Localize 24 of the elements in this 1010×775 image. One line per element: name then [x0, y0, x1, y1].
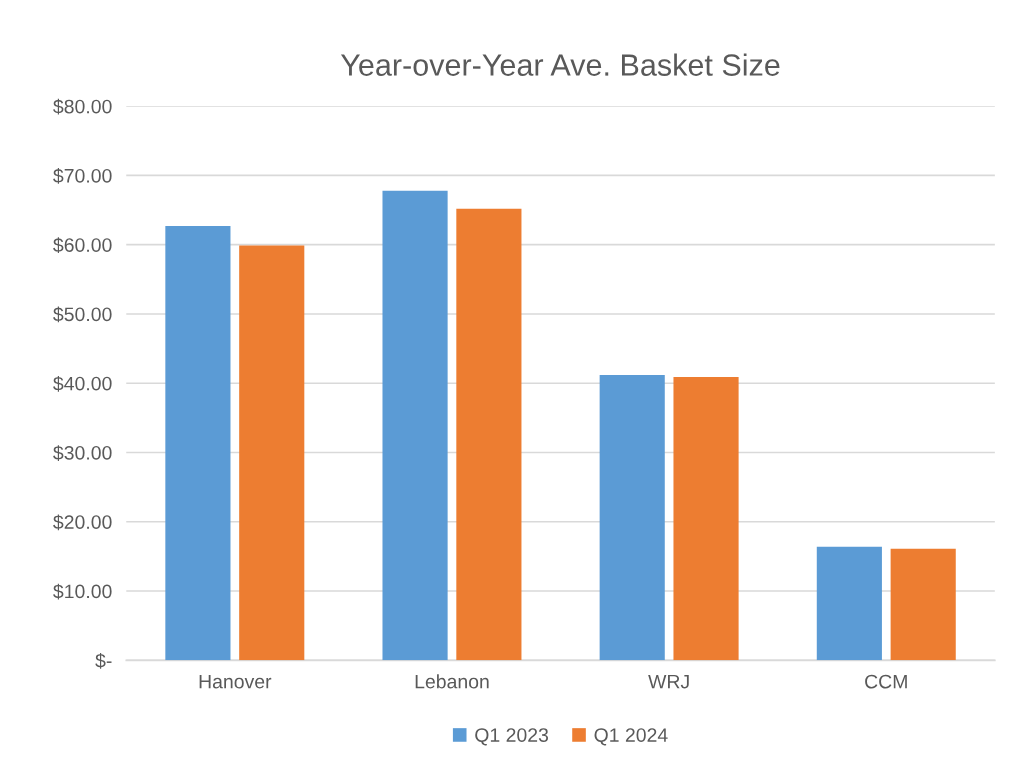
bar	[239, 245, 305, 661]
bar	[382, 190, 448, 661]
y-tick-label: $70.00	[53, 168, 112, 184]
bar	[673, 377, 739, 661]
y-tick-label: $-	[95, 652, 112, 669]
x-tick-label: WRJ	[648, 674, 689, 689]
legend-label: Q1 2024	[594, 728, 668, 746]
legend-label: Q1 2023	[475, 728, 549, 746]
y-tick-label: $50.00	[53, 306, 112, 323]
chart-title: Year-over-Year Ave. Basket Size	[340, 53, 780, 76]
bar	[816, 546, 882, 661]
bar	[165, 226, 231, 661]
y-tick-label: $30.00	[53, 445, 112, 461]
y-tick-label: $40.00	[53, 375, 112, 392]
x-tick-label: CCM	[865, 674, 907, 689]
y-tick-label: $10.00	[53, 583, 112, 600]
y-tick-label: $80.00	[53, 98, 112, 115]
bar	[456, 208, 522, 661]
y-tick-label: $60.00	[53, 237, 112, 254]
bar	[599, 374, 665, 661]
y-tick-label: $20.00	[53, 514, 112, 531]
bar	[890, 548, 956, 661]
x-tick-label: Hanover	[199, 674, 272, 689]
x-tick-label: Lebanon	[415, 674, 489, 689]
